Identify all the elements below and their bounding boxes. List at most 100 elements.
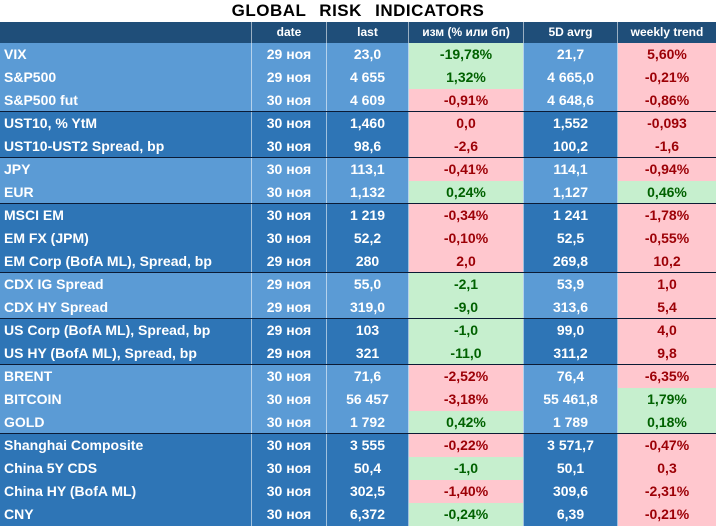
indicator-name: Shanghai Composite [4, 437, 144, 453]
indicator-last: 103 [355, 322, 380, 338]
indicator-5d-average: 99,0 [556, 322, 585, 338]
table-row: EM FX (JPM) 30 ноя 52,2 -0,10% 52,5 -0,55% [0, 227, 716, 250]
column-divider [408, 319, 409, 342]
column-divider [523, 411, 524, 434]
table-row: CNY 30 ноя 6,372 -0,24% 6,39 -0,21% [0, 503, 716, 526]
indicator-change: -9,0 [409, 296, 523, 319]
indicator-change: -19,78% [409, 43, 523, 66]
indicator-5d-average: 55 461,8 [543, 391, 598, 407]
indicator-weekly-trend: 1,79% [618, 388, 716, 411]
column-divider [408, 388, 409, 411]
header-divider [251, 22, 252, 43]
column-divider [408, 342, 409, 365]
indicator-weekly-trend: 0,3 [618, 457, 716, 480]
column-divider [251, 89, 252, 112]
column-divider [523, 112, 524, 135]
indicator-last: 50,4 [353, 460, 382, 476]
column-divider [408, 480, 409, 503]
indicator-weekly-trend: -6,35% [618, 365, 716, 388]
indicator-date: 30 ноя [266, 391, 312, 407]
column-divider [251, 204, 252, 227]
indicator-name: JPY [4, 161, 31, 177]
indicator-5d-average: 1 241 [552, 207, 589, 223]
indicator-last: 3 555 [349, 437, 386, 453]
indicator-last: 1,460 [349, 115, 386, 131]
column-divider [617, 503, 618, 526]
indicator-weekly-trend: -0,47% [618, 434, 716, 457]
column-divider [251, 388, 252, 411]
table-row: EUR 30 ноя 1,132 0,24% 1,127 0,46% [0, 181, 716, 204]
indicator-weekly-trend: -0,21% [618, 66, 716, 89]
column-divider [251, 43, 252, 66]
indicator-date: 30 ноя [266, 92, 312, 108]
indicator-last: 1 792 [349, 414, 386, 430]
column-divider [408, 112, 409, 135]
table-row: CDX IG Spread 29 ноя 55,0 -2,1 53,9 1,0 [0, 273, 716, 296]
column-divider [251, 503, 252, 526]
table-row: China 5Y CDS 30 ноя 50,4 -1,0 50,1 0,3 [0, 457, 716, 480]
column-divider [326, 273, 327, 296]
column-divider [523, 66, 524, 89]
indicator-change: 2,0 [409, 250, 523, 273]
indicator-last: 113,1 [350, 161, 385, 177]
indicator-5d-average: 1,552 [552, 115, 589, 131]
column-divider [408, 204, 409, 227]
indicator-date: 30 ноя [266, 184, 312, 200]
column-divider [408, 43, 409, 66]
indicator-weekly-trend: 1,0 [618, 273, 716, 296]
indicator-date: 29 ноя [266, 345, 312, 361]
indicator-5d-average: 3 571,7 [547, 437, 594, 453]
column-divider [326, 112, 327, 135]
indicator-last: 302,5 [349, 483, 386, 499]
column-divider [251, 66, 252, 89]
indicator-last: 280 [355, 253, 380, 269]
indicator-last: 4 609 [349, 92, 386, 108]
indicator-5d-average: 313,6 [552, 299, 589, 315]
indicator-change: -3,18% [409, 388, 523, 411]
column-divider [408, 158, 409, 181]
column-divider [523, 273, 524, 296]
sheet-title: GLOBAL RISK INDICATORS [231, 1, 485, 20]
column-divider [408, 296, 409, 319]
header-change: изм (% или бп) [422, 25, 510, 39]
column-divider [326, 250, 327, 273]
indicator-last: 1,132 [349, 184, 386, 200]
column-divider [523, 181, 524, 204]
indicator-last: 98,6 [353, 138, 382, 154]
column-divider [251, 411, 252, 434]
header-weekly-trend: weekly trend [630, 25, 704, 39]
column-divider [523, 296, 524, 319]
column-divider [326, 457, 327, 480]
header-background [0, 22, 716, 43]
indicator-weekly-trend: 5,60% [618, 43, 716, 66]
indicator-date: 30 ноя [266, 161, 312, 177]
column-divider [523, 135, 524, 158]
indicator-change: -0,34% [409, 204, 523, 227]
column-divider [326, 503, 327, 526]
column-divider [523, 319, 524, 342]
column-divider [617, 250, 618, 273]
table-row: US HY (BofA ML), Spread, bp 29 ноя 321 -11,… [0, 342, 716, 365]
indicator-last: 56 457 [346, 391, 389, 407]
column-divider [326, 411, 327, 434]
column-divider [251, 342, 252, 365]
indicator-name: UST10-UST2 Spread, bp [4, 138, 165, 154]
indicator-5d-average: 21,7 [556, 46, 585, 62]
indicator-5d-average: 4 648,6 [547, 92, 594, 108]
column-divider [326, 296, 327, 319]
indicator-last: 23,0 [353, 46, 382, 62]
table-row: US Corp (BofA ML), Spread, bp 29 ноя 103 -1… [0, 319, 716, 342]
indicator-change: -1,0 [409, 457, 523, 480]
header-name [0, 22, 251, 43]
indicator-5d-average: 100,2 [552, 138, 589, 154]
indicator-name: BITCOIN [4, 391, 62, 407]
column-divider [326, 319, 327, 342]
indicator-weekly-trend: -0,21% [618, 503, 716, 526]
column-divider [408, 273, 409, 296]
indicator-change: -0,22% [409, 434, 523, 457]
column-divider [617, 158, 618, 181]
column-divider [326, 158, 327, 181]
indicator-weekly-trend: 9,8 [618, 342, 716, 365]
column-divider [326, 43, 327, 66]
column-divider [617, 66, 618, 89]
